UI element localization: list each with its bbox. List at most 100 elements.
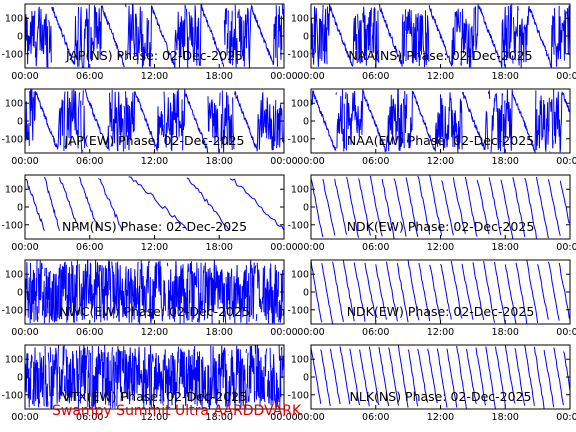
y-tick-label: 0 xyxy=(17,32,23,43)
x-tick-label: 00:00 xyxy=(11,242,38,253)
x-tick-label: 00:00 xyxy=(270,327,297,338)
x-tick-label: 12:00 xyxy=(141,71,168,82)
x-tick-label: 12:00 xyxy=(427,327,454,338)
chart-panel: 100 0 -100 00:00 06:00 12:00 18:00 00:00 VTX(EW)… xyxy=(1,344,298,423)
y-tick-label: 0 xyxy=(17,373,23,384)
x-tick-label: 06:00 xyxy=(76,71,103,82)
x-tick-label: 18:00 xyxy=(206,327,233,338)
x-tick-label: 00:00 xyxy=(556,156,576,167)
chart-panel: 100 0 -100 00:00 06:00 12:00 18:00 00:00 NDK(EW)… xyxy=(287,259,576,338)
x-tick-label: 18:00 xyxy=(492,156,519,167)
x-tick-label: 00:00 xyxy=(556,71,576,82)
chart-title: JAP(EW) Phase: 02-Dec-2025 xyxy=(64,133,245,148)
y-tick-label: -100 xyxy=(1,220,23,231)
y-tick-label: -100 xyxy=(287,134,309,145)
chart-title: JAP(NS) Phase: 02-Dec-2025 xyxy=(65,48,243,63)
y-tick-label: 100 xyxy=(5,14,23,25)
y-tick-label: 0 xyxy=(17,288,23,299)
x-tick-label: 18:00 xyxy=(206,71,233,82)
y-tick-label: 100 xyxy=(291,270,309,281)
chart-panel: 100 0 -100 00:00 06:00 12:00 18:00 00:00 NDK(EW)… xyxy=(287,174,576,253)
x-tick-label: 06:00 xyxy=(362,242,389,253)
x-tick-label: 00:00 xyxy=(270,71,297,82)
x-tick-label: 00:00 xyxy=(11,327,38,338)
y-tick-label: 0 xyxy=(303,288,309,299)
y-tick-label: -100 xyxy=(287,305,309,316)
series-line xyxy=(25,260,284,324)
y-tick-label: 100 xyxy=(291,99,309,110)
footer-caption: Swampy Summit Ultra AARDDVARK xyxy=(52,403,302,419)
x-tick-label: 00:00 xyxy=(11,71,38,82)
x-tick-label: 00:00 xyxy=(297,156,324,167)
y-tick-label: -100 xyxy=(287,49,309,60)
x-tick-label: 12:00 xyxy=(427,71,454,82)
chart-panel: 100 0 -100 00:00 06:00 12:00 18:00 00:00 NPM(NS)… xyxy=(1,174,298,253)
y-tick-label: -100 xyxy=(287,390,309,401)
series-line xyxy=(25,176,284,232)
series-line xyxy=(311,4,570,68)
x-tick-label: 18:00 xyxy=(492,242,519,253)
x-tick-label: 12:00 xyxy=(427,156,454,167)
y-tick-label: -100 xyxy=(1,390,23,401)
y-tick-label: 0 xyxy=(17,203,23,214)
series-line xyxy=(311,345,570,409)
x-tick-label: 06:00 xyxy=(362,412,389,423)
x-tick-label: 00:00 xyxy=(297,242,324,253)
chart-title: NLK(NS) Phase: 02-Dec-2025 xyxy=(350,389,532,404)
series-line xyxy=(25,345,284,409)
x-tick-label: 06:00 xyxy=(76,242,103,253)
series-line xyxy=(311,260,570,324)
x-tick-label: 12:00 xyxy=(141,156,168,167)
y-tick-label: 100 xyxy=(291,185,309,196)
y-tick-label: 100 xyxy=(5,185,23,196)
y-tick-label: 0 xyxy=(303,373,309,384)
x-tick-label: 00:00 xyxy=(556,412,576,423)
y-tick-label: 100 xyxy=(5,99,23,110)
y-tick-label: 0 xyxy=(303,117,309,128)
x-tick-label: 00:00 xyxy=(297,71,324,82)
chart-panel: 100 0 -100 00:00 06:00 12:00 18:00 00:00 NAA(NS)… xyxy=(287,3,576,82)
chart-title: NWC(EW) Phase: 02-Dec-2025 xyxy=(59,304,250,319)
x-tick-label: 00:00 xyxy=(297,412,324,423)
x-tick-label: 12:00 xyxy=(427,242,454,253)
chart-panel: 100 0 -100 00:00 06:00 12:00 18:00 00:00 NWC(EW)… xyxy=(1,259,298,338)
series-line xyxy=(311,175,570,239)
x-tick-label: 06:00 xyxy=(362,156,389,167)
x-tick-label: 18:00 xyxy=(206,156,233,167)
y-tick-label: 100 xyxy=(291,14,309,25)
y-tick-label: 0 xyxy=(17,117,23,128)
x-tick-label: 12:00 xyxy=(141,412,168,423)
x-tick-label: 00:00 xyxy=(270,412,297,423)
y-tick-label: 0 xyxy=(303,203,309,214)
y-tick-label: -100 xyxy=(1,134,23,145)
chart-title: NDK(EW) Phase: 02-Dec-2025 xyxy=(347,304,535,319)
chart-title: NDK(EW) Phase: 02-Dec-2025 xyxy=(347,219,535,234)
y-tick-label: 100 xyxy=(5,355,23,366)
y-tick-label: 0 xyxy=(303,32,309,43)
chart-panel: 100 0 -100 00:00 06:00 12:00 18:00 00:00 JAP(EW)… xyxy=(1,88,298,167)
x-tick-label: 18:00 xyxy=(206,412,233,423)
x-tick-label: 00:00 xyxy=(11,156,38,167)
x-tick-label: 06:00 xyxy=(76,327,103,338)
chart-title: NPM(NS) Phase: 02-Dec-2025 xyxy=(62,219,247,234)
x-tick-label: 06:00 xyxy=(76,412,103,423)
x-tick-label: 18:00 xyxy=(206,242,233,253)
x-tick-label: 12:00 xyxy=(141,327,168,338)
chart-panel: 100 0 -100 00:00 06:00 12:00 18:00 00:00 JAP(NS)… xyxy=(1,3,298,82)
y-tick-label: 100 xyxy=(5,270,23,281)
x-tick-label: 00:00 xyxy=(556,242,576,253)
y-tick-label: -100 xyxy=(287,220,309,231)
x-tick-label: 12:00 xyxy=(427,412,454,423)
series-line xyxy=(25,89,284,153)
chart-panel: 100 0 -100 00:00 06:00 12:00 18:00 00:00 NLK(NS)… xyxy=(287,344,576,423)
y-tick-label: -100 xyxy=(1,305,23,316)
x-tick-label: 00:00 xyxy=(297,327,324,338)
chart-title: NAA(EW) Phase: 02-Dec-2025 xyxy=(347,133,534,148)
x-tick-label: 00:00 xyxy=(270,156,297,167)
x-tick-label: 06:00 xyxy=(362,71,389,82)
x-tick-label: 18:00 xyxy=(492,71,519,82)
x-tick-label: 00:00 xyxy=(556,327,576,338)
series-line xyxy=(311,89,570,153)
x-tick-label: 06:00 xyxy=(362,327,389,338)
x-tick-label: 00:00 xyxy=(270,242,297,253)
